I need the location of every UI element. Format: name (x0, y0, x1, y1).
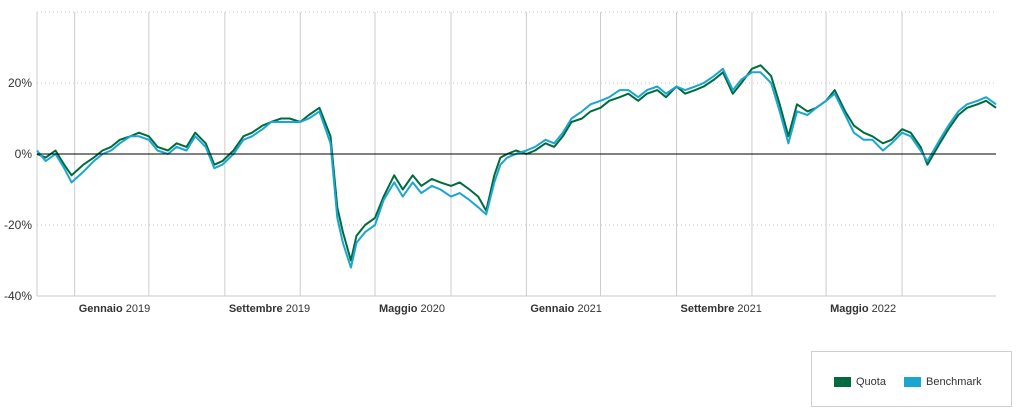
x-tick-label: Settembre 2021 (681, 303, 762, 315)
legend-swatch-benchmark (904, 377, 921, 387)
y-tick-label: -20% (4, 218, 32, 232)
series-line-benchmark (36, 67, 997, 269)
x-tick-label: Settembre 2019 (229, 303, 310, 315)
x-tick-label: Gennaio 2019 (79, 303, 151, 315)
x-tick-label: Maggio 2020 (379, 303, 445, 315)
y-tick-label: -40% (4, 289, 32, 303)
legend-swatch-quota (834, 377, 851, 387)
y-axis-tick-labels: 20% 0% -20% -40% (4, 76, 32, 303)
legend-label-quota: Quota (856, 376, 886, 388)
x-tick-label: Gennaio 2021 (530, 303, 602, 315)
y-tick-label: 0% (15, 147, 33, 161)
x-tick-label: Maggio 2022 (830, 303, 896, 315)
legend-item-benchmark: Benchmark (904, 376, 982, 388)
series-line-quota (36, 64, 997, 262)
horizontal-gridlines (37, 11, 996, 297)
legend: Quota Benchmark (811, 351, 1012, 407)
y-tick-label: 20% (8, 76, 32, 90)
legend-item-quota: Quota (834, 376, 886, 388)
legend-label-benchmark: Benchmark (926, 376, 982, 388)
series-lines (36, 64, 997, 269)
x-axis-tick-labels: Gennaio 2019 Settembre 2019 Maggio 2020 Gen… (79, 303, 896, 315)
